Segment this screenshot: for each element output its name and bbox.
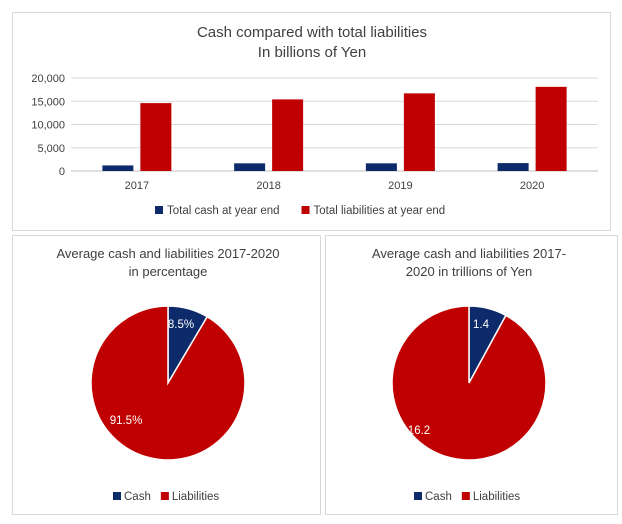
- bar-chart: Cash compared with total liabilities In b…: [31, 24, 598, 217]
- bar-liabilities: [272, 99, 304, 171]
- pie-title: 2020 in trillions of Yen: [406, 264, 532, 279]
- pie-title: Average cash and liabilities 2017-2020: [56, 246, 279, 261]
- legend-swatch: [461, 492, 470, 500]
- x-tick-label: 2020: [520, 180, 544, 192]
- bar-liabilities: [535, 86, 567, 171]
- slice-label: 91.5%: [110, 415, 143, 427]
- legend-label: Liabilities: [473, 491, 521, 503]
- legend-swatch: [301, 206, 310, 214]
- x-tick-label: 2019: [388, 180, 412, 192]
- pie-chart-percentage-panel: Average cash and liabilities 2017-2020 in…: [12, 235, 321, 515]
- y-tick-label: 0: [59, 166, 65, 178]
- legend-swatch: [113, 492, 121, 500]
- bar-liabilities: [403, 93, 435, 171]
- legend-label: Cash: [124, 491, 151, 503]
- pie-slice-liabilities: [391, 305, 547, 461]
- legend-label: Total cash at year end: [167, 205, 280, 217]
- bar-liabilities: [140, 103, 172, 171]
- x-tick-label: 2018: [256, 180, 280, 192]
- pie-title: in percentage: [129, 264, 208, 279]
- pie-title: Average cash and liabilities 2017-: [372, 246, 566, 261]
- pie-slice-liabilities: [90, 305, 246, 461]
- slice-label: 8.5%: [168, 319, 194, 331]
- legend-label: Total liabilities at year end: [314, 205, 446, 217]
- pie-chart-trillions-panel: Average cash and liabilities 2017- 2020 i…: [325, 235, 618, 515]
- y-tick-label: 20,000: [31, 73, 65, 85]
- legend-swatch: [155, 206, 163, 214]
- chart-title: Cash compared with total liabilities: [197, 24, 427, 41]
- chart-subtitle: In billions of Yen: [258, 44, 366, 61]
- bar-cash: [102, 165, 134, 171]
- y-tick-label: 15,000: [31, 96, 65, 108]
- y-tick-label: 10,000: [31, 120, 65, 132]
- y-tick-label: 5,000: [37, 143, 65, 155]
- legend-swatch: [160, 492, 169, 500]
- legend-label: Liabilities: [172, 491, 220, 503]
- bar-chart-panel: Cash compared with total liabilities In b…: [12, 12, 611, 231]
- legend-label: Cash: [425, 491, 452, 503]
- pie-chart-trillions: Average cash and liabilities 2017- 2020 i…: [372, 246, 566, 503]
- bar-cash: [365, 163, 397, 171]
- slice-label: 1.4: [473, 319, 490, 331]
- bar-cash: [234, 163, 266, 171]
- slice-label: 16.2: [408, 425, 430, 437]
- pie-chart-percentage: Average cash and liabilities 2017-2020 in…: [56, 246, 279, 503]
- legend-swatch: [414, 492, 422, 500]
- bar-cash: [497, 163, 529, 171]
- x-tick-label: 2017: [125, 180, 149, 192]
